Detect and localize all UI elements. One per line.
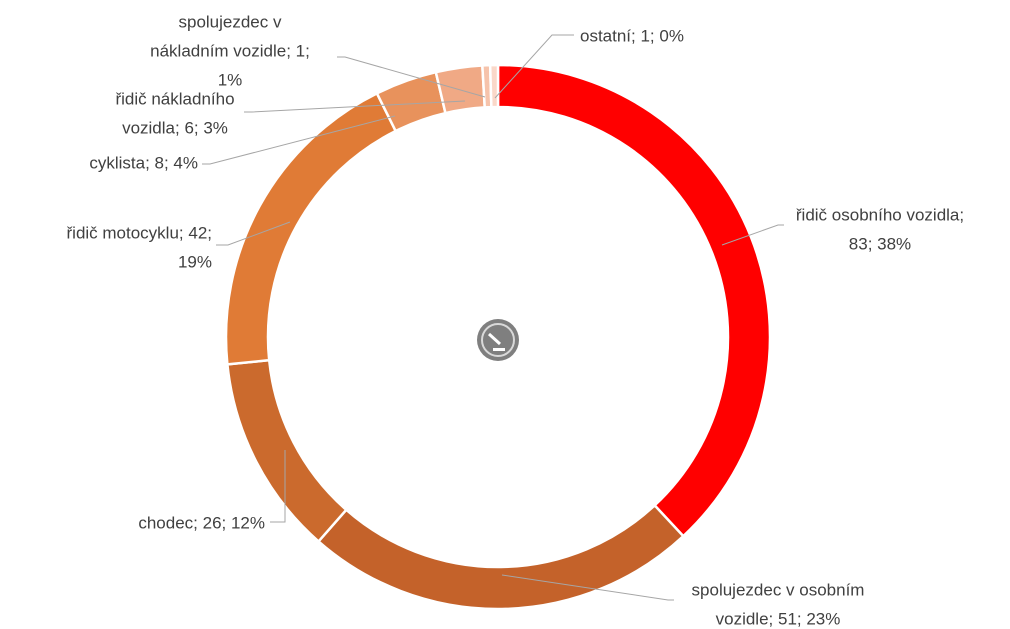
data-label: vozidle; 51; 23% [716,609,841,628]
donut-segment [224,91,398,366]
leader-line [216,221,291,246]
data-label: nákladním vozidle; 1; [150,41,310,60]
data-label: 19% [178,252,212,271]
leader-line [202,115,396,165]
data-label: 1% [218,70,243,89]
donut-segment [488,63,500,109]
leader-line [244,100,466,113]
donut-segment [434,64,487,115]
donut-segment [316,503,686,611]
leader-line [270,450,286,523]
data-label: 83; 38% [849,234,911,253]
data-label: řidič osobního vozidla; [796,205,964,224]
leader-line [501,574,674,601]
data-label: spolujezdec v osobním [692,580,865,599]
donut-segment [496,63,772,538]
data-label: vozidla; 6; 3% [122,118,228,137]
leader-line [721,224,784,246]
leader-line [494,34,574,99]
data-label: řidič motocyklu; 42; [67,223,213,242]
leader-line [337,56,486,98]
data-label: ostatní; 1; 0% [580,26,684,45]
center-icon [477,319,519,361]
data-label: chodec; 26; 12% [138,513,265,532]
data-label: spolujezdec v [178,12,282,31]
data-label: řidič nákladního [115,89,234,108]
data-label: cyklista; 8; 4% [89,153,198,172]
